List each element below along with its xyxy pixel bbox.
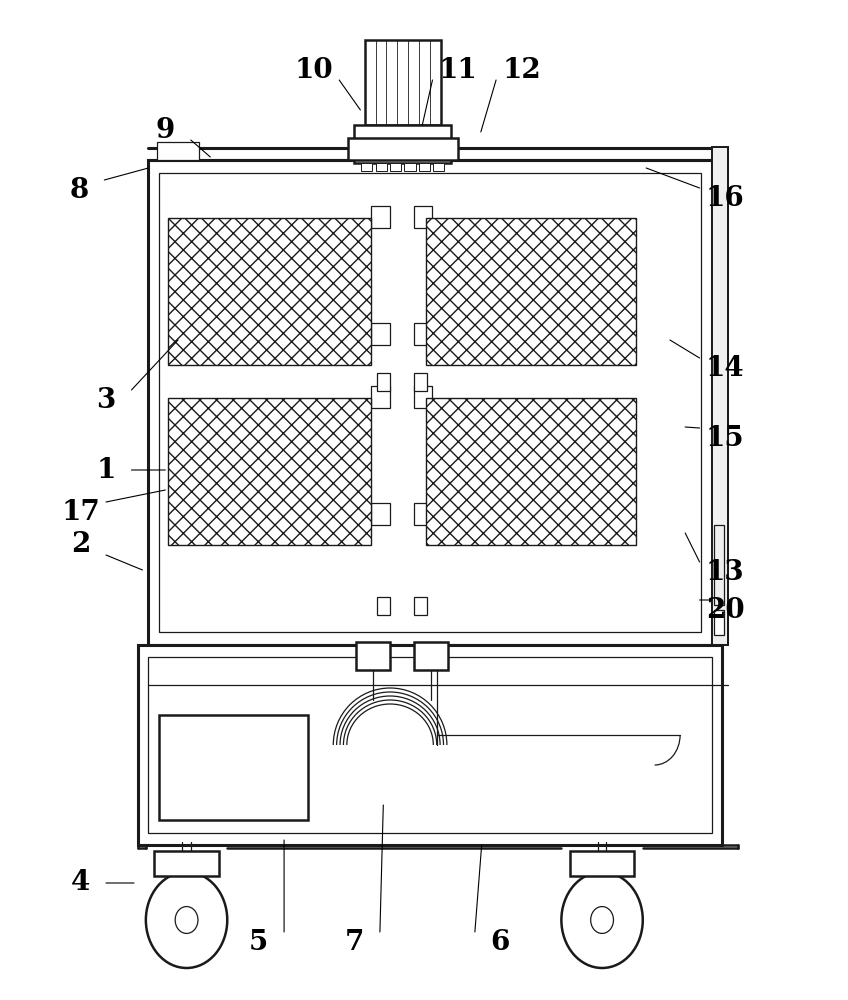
Text: 9: 9 bbox=[156, 116, 175, 143]
Bar bbox=[356, 642, 390, 670]
Text: 3: 3 bbox=[97, 386, 115, 414]
Text: 11: 11 bbox=[438, 56, 477, 84]
Text: 5: 5 bbox=[249, 928, 268, 956]
Bar bbox=[714, 610, 724, 635]
Text: 10: 10 bbox=[294, 56, 333, 84]
Bar bbox=[414, 386, 432, 408]
Text: 6: 6 bbox=[491, 928, 510, 956]
Bar bbox=[157, 142, 199, 160]
Text: 7: 7 bbox=[345, 928, 364, 956]
Bar bbox=[376, 163, 387, 171]
Bar bbox=[404, 163, 416, 171]
Bar bbox=[377, 372, 390, 390]
Text: 15: 15 bbox=[706, 424, 745, 452]
Bar bbox=[138, 645, 722, 845]
Text: 1: 1 bbox=[97, 456, 115, 484]
Bar bbox=[414, 206, 432, 228]
Bar bbox=[390, 163, 401, 171]
Bar bbox=[714, 525, 724, 605]
Text: 14: 14 bbox=[706, 355, 745, 381]
Text: 12: 12 bbox=[502, 56, 541, 84]
Bar bbox=[414, 597, 427, 615]
Bar bbox=[414, 323, 432, 345]
Bar bbox=[148, 160, 712, 645]
Bar bbox=[371, 323, 390, 345]
Bar bbox=[419, 163, 430, 171]
Bar bbox=[148, 657, 712, 833]
Bar bbox=[712, 147, 728, 645]
Bar bbox=[354, 125, 451, 163]
Bar bbox=[414, 642, 448, 670]
Bar bbox=[377, 597, 390, 615]
Text: 2: 2 bbox=[71, 532, 90, 558]
Text: 16: 16 bbox=[706, 184, 745, 212]
Bar bbox=[371, 386, 390, 408]
Bar bbox=[361, 163, 372, 171]
Bar bbox=[168, 218, 371, 365]
Text: 20: 20 bbox=[706, 596, 745, 624]
Bar bbox=[426, 398, 636, 545]
Bar bbox=[371, 206, 390, 228]
Bar bbox=[168, 398, 371, 545]
Text: 8: 8 bbox=[70, 176, 88, 204]
Text: 17: 17 bbox=[61, 498, 100, 526]
Bar bbox=[414, 503, 432, 525]
Bar bbox=[433, 163, 444, 171]
Text: 13: 13 bbox=[706, 558, 745, 585]
Bar bbox=[159, 715, 308, 820]
Bar bbox=[570, 851, 634, 876]
Bar bbox=[365, 40, 441, 125]
Bar bbox=[159, 173, 701, 632]
Text: 4: 4 bbox=[71, 869, 90, 896]
Bar bbox=[154, 851, 219, 876]
Bar bbox=[426, 218, 636, 365]
Bar bbox=[348, 138, 458, 160]
Bar bbox=[414, 372, 427, 390]
Bar bbox=[371, 503, 390, 525]
Bar bbox=[375, 655, 429, 683]
